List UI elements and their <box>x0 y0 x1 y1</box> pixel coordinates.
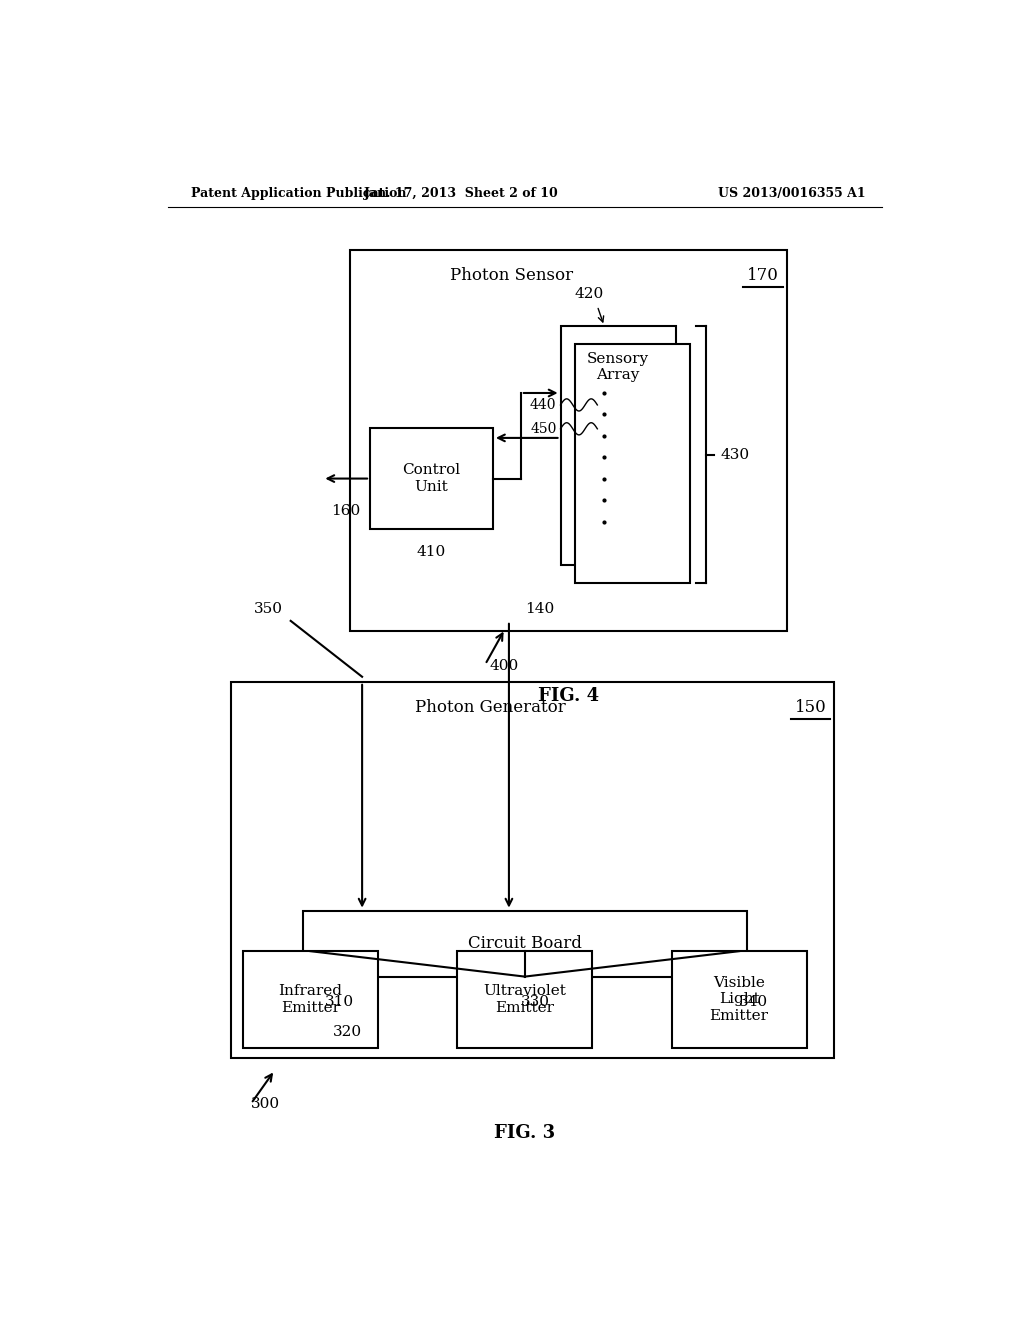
Text: Jan. 17, 2013  Sheet 2 of 10: Jan. 17, 2013 Sheet 2 of 10 <box>364 187 559 201</box>
Text: Ultraviolet
Emitter: Ultraviolet Emitter <box>483 985 566 1015</box>
Text: Sensory
Array: Sensory Array <box>587 351 649 381</box>
Text: 450: 450 <box>530 422 557 436</box>
FancyBboxPatch shape <box>350 249 786 631</box>
Text: Patent Application Publication: Patent Application Publication <box>191 187 407 201</box>
Text: 340: 340 <box>739 995 768 1008</box>
Text: 350: 350 <box>254 602 283 616</box>
Text: Visible
Light
Emitter: Visible Light Emitter <box>710 977 769 1023</box>
Text: 170: 170 <box>746 267 779 284</box>
Text: FIG. 4: FIG. 4 <box>538 686 599 705</box>
FancyBboxPatch shape <box>458 952 592 1048</box>
Text: 400: 400 <box>489 660 518 673</box>
Text: Control
Unit: Control Unit <box>402 463 461 494</box>
Text: 160: 160 <box>332 504 360 517</box>
Text: Photon Generator: Photon Generator <box>415 698 566 715</box>
Text: FIG. 3: FIG. 3 <box>495 1125 555 1142</box>
FancyBboxPatch shape <box>560 326 676 565</box>
FancyBboxPatch shape <box>574 345 690 583</box>
Text: Circuit Board: Circuit Board <box>468 935 582 952</box>
Text: 320: 320 <box>333 1026 361 1039</box>
Text: 150: 150 <box>795 698 826 715</box>
Text: 310: 310 <box>325 995 354 1008</box>
Text: 440: 440 <box>530 397 557 412</box>
Text: Photon Sensor: Photon Sensor <box>451 267 573 284</box>
Text: 140: 140 <box>524 602 554 615</box>
FancyBboxPatch shape <box>231 682 835 1057</box>
Text: 330: 330 <box>521 995 550 1008</box>
Text: Infrared
Emitter: Infrared Emitter <box>279 985 342 1015</box>
Text: US 2013/0016355 A1: US 2013/0016355 A1 <box>719 187 866 201</box>
Text: 430: 430 <box>720 447 750 462</box>
FancyBboxPatch shape <box>303 911 748 977</box>
FancyBboxPatch shape <box>370 428 494 529</box>
Text: 420: 420 <box>574 286 604 301</box>
FancyBboxPatch shape <box>672 952 807 1048</box>
FancyBboxPatch shape <box>243 952 378 1048</box>
Text: 410: 410 <box>417 545 446 558</box>
Text: 300: 300 <box>251 1097 281 1110</box>
